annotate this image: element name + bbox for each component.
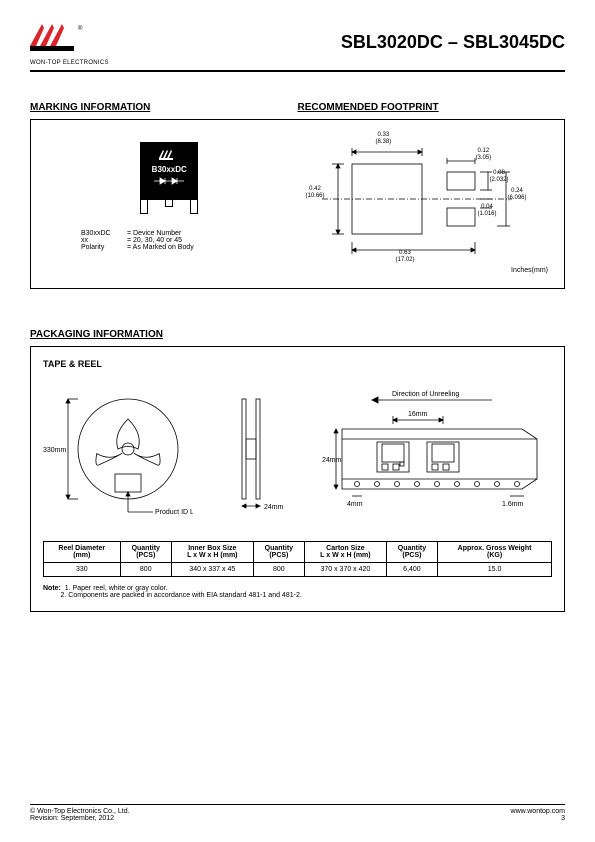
footer-url: www.wontop.com xyxy=(511,808,565,815)
dim-big-w: 0.33(8.38) xyxy=(376,132,392,145)
chip-pins xyxy=(140,198,198,214)
table-header: Quantity(PCS) xyxy=(253,542,304,563)
chip-label: B30xxDC xyxy=(146,165,192,174)
chip-marking-diagram: B30xxDC xyxy=(140,142,198,200)
tape-reel-title: TAPE & REEL xyxy=(43,359,552,369)
legend-val: = 20, 30, 40 or 45 xyxy=(127,237,182,244)
unreel-dir-label: Direction of Unreeling xyxy=(392,391,459,398)
table-cell: 370 x 370 x 420 xyxy=(305,563,387,577)
note-item: 1. Paper reel, white or gray color. xyxy=(65,585,168,592)
footprint-diagram xyxy=(302,134,542,274)
company-name: WON-TOP ELECTRONICS xyxy=(30,60,109,66)
chip-logo-icon xyxy=(159,150,179,162)
page-number: 3 xyxy=(511,815,565,822)
tape-diagram: Direction of Unreeling 16mm 24mm 4mm 1.6… xyxy=(322,384,552,524)
legend-val: = Device Number xyxy=(127,230,181,237)
packaging-diagrams: 330mm Product ID Label 24mm xyxy=(43,379,552,529)
company-logo-block: ® WON-TOP ELECTRONICS xyxy=(30,24,109,66)
product-title: SBL3020DC – SBL3045DC xyxy=(341,32,565,53)
legend-key: xx xyxy=(81,237,127,244)
marking-title: MARKING INFORMATION xyxy=(30,102,298,113)
table-header: Reel Diameter(mm) xyxy=(44,542,121,563)
table-header: Approx. Gross Weight(KG) xyxy=(438,542,552,563)
table-cell: 330 xyxy=(44,563,121,577)
table-cell: 6,400 xyxy=(386,563,437,577)
table-cell: 15.0 xyxy=(438,563,552,577)
table-header: Quantity(PCS) xyxy=(120,542,171,563)
dim-span: 0.24(6.096) xyxy=(508,188,527,201)
dim-small-h: 0.08(2.032) xyxy=(490,170,509,183)
page-header: ® WON-TOP ELECTRONICS SBL3020DC – SBL304… xyxy=(30,24,565,66)
marking-panel: B30xxDC B30xxDC= Device Number xx= 20, 3… xyxy=(41,130,298,278)
tape-w-label: 24mm xyxy=(264,504,284,511)
packaging-notes: Note: 1. Paper reel, white or gray color… xyxy=(43,585,552,599)
footprint-title: RECOMMENDED FOOTPRINT xyxy=(298,102,439,113)
table-row: 330 800 340 x 337 x 45 800 370 x 370 x 4… xyxy=(44,563,552,577)
packaging-table: Reel Diameter(mm) Quantity(PCS) Inner Bo… xyxy=(43,541,552,577)
table-header-row: Reel Diameter(mm) Quantity(PCS) Inner Bo… xyxy=(44,542,552,563)
pitch-label: 16mm xyxy=(408,411,428,418)
sprocket-r-label: 1.6mm xyxy=(502,501,524,508)
table-cell: 800 xyxy=(120,563,171,577)
note-label: Note: xyxy=(43,585,61,592)
page-footer: © Won-Top Electronics Co., Ltd. Revision… xyxy=(30,804,565,822)
dim-gap: 0.04(1.016) xyxy=(478,204,497,217)
table-cell: 340 x 337 x 45 xyxy=(171,563,253,577)
company-logo-icon: ® xyxy=(30,24,90,58)
packaging-box: TAPE & REEL xyxy=(30,346,565,612)
diode-symbols-icon xyxy=(146,177,192,185)
svg-text:®: ® xyxy=(78,25,83,32)
packaging-title: PACKAGING INFORMATION xyxy=(30,329,565,340)
legend-key: Polarity xyxy=(81,244,127,251)
table-header: Carton SizeL x W x H (mm) xyxy=(305,542,387,563)
reel-side-diagram: 24mm xyxy=(228,384,288,524)
sprocket-l-label: 4mm xyxy=(347,501,363,508)
table-cell: 800 xyxy=(253,563,304,577)
top-info-box: B30xxDC B30xxDC= Device Number xx= 20, 3… xyxy=(30,119,565,289)
reel-dia-label: 330mm xyxy=(43,447,67,454)
product-id-label: Product ID Label xyxy=(155,509,193,516)
dim-total-w: 0.63(17.02) xyxy=(396,250,415,263)
dim-big-h: 0.42(10.66) xyxy=(306,186,325,199)
footprint-panel: 0.33(8.38) 0.42(10.66) 0.12(3.05) 0.08(2… xyxy=(298,130,555,278)
units-label: Inches(mm) xyxy=(511,267,548,274)
table-header: Inner Box SizeL x W x H (mm) xyxy=(171,542,253,563)
table-header: Quantity(PCS) xyxy=(386,542,437,563)
footer-divider xyxy=(30,804,565,805)
reel-front-diagram: 330mm Product ID Label xyxy=(43,384,193,524)
marking-legend: B30xxDC= Device Number xx= 20, 30, 40 or… xyxy=(81,230,194,251)
legend-val: = As Marked on Body xyxy=(127,244,194,251)
top-section-titles: MARKING INFORMATION RECOMMENDED FOOTPRIN… xyxy=(30,102,565,113)
dim-small-w: 0.12(3.05) xyxy=(476,148,492,161)
tape-w2-label: 24mm xyxy=(322,457,342,464)
note-item: 2. Components are packed in accordance w… xyxy=(61,592,302,599)
copyright: © Won-Top Electronics Co., Ltd. xyxy=(30,808,130,815)
legend-key: B30xxDC xyxy=(81,230,127,237)
revision: Revision: September, 2012 xyxy=(30,815,130,822)
header-divider xyxy=(30,70,565,72)
